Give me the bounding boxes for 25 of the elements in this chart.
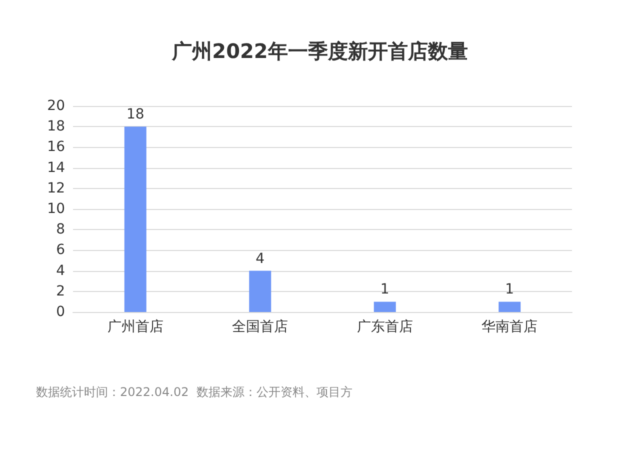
y-tick-label: 16 bbox=[47, 139, 66, 156]
y-tick-label: 0 bbox=[56, 304, 65, 320]
bar bbox=[124, 126, 146, 312]
data-label: 4 bbox=[256, 250, 265, 267]
y-tick-label: 14 bbox=[47, 160, 66, 176]
x-tick-label: 广东首店 bbox=[356, 319, 413, 335]
y-tick-label: 12 bbox=[47, 180, 65, 196]
x-tick-label: 华南首店 bbox=[482, 319, 538, 335]
bar bbox=[374, 302, 396, 312]
x-tick-label: 广州首店 bbox=[107, 319, 164, 335]
bar bbox=[249, 270, 272, 312]
data-label: 1 bbox=[380, 282, 390, 298]
text: 数据统计时间：2022.04.02 数据来源：公开资料、项目方 bbox=[36, 385, 352, 399]
chart-title: 广州2022年一季度新开首店数量 bbox=[171, 39, 468, 63]
y-tick-label: 18 bbox=[47, 118, 65, 135]
y-tick-label: 20 bbox=[47, 98, 65, 114]
x-tick-label: 全国首店 bbox=[232, 319, 288, 335]
y-tick-label: 10 bbox=[47, 201, 65, 217]
y-tick-label: 8 bbox=[56, 222, 65, 238]
data-label: 18 bbox=[126, 106, 144, 123]
y-tick-label: 4 bbox=[56, 262, 66, 279]
data-label: 1 bbox=[505, 282, 514, 298]
bar bbox=[498, 302, 521, 312]
y-tick-label: 6 bbox=[56, 242, 66, 258]
y-tick-label: 2 bbox=[56, 283, 65, 300]
